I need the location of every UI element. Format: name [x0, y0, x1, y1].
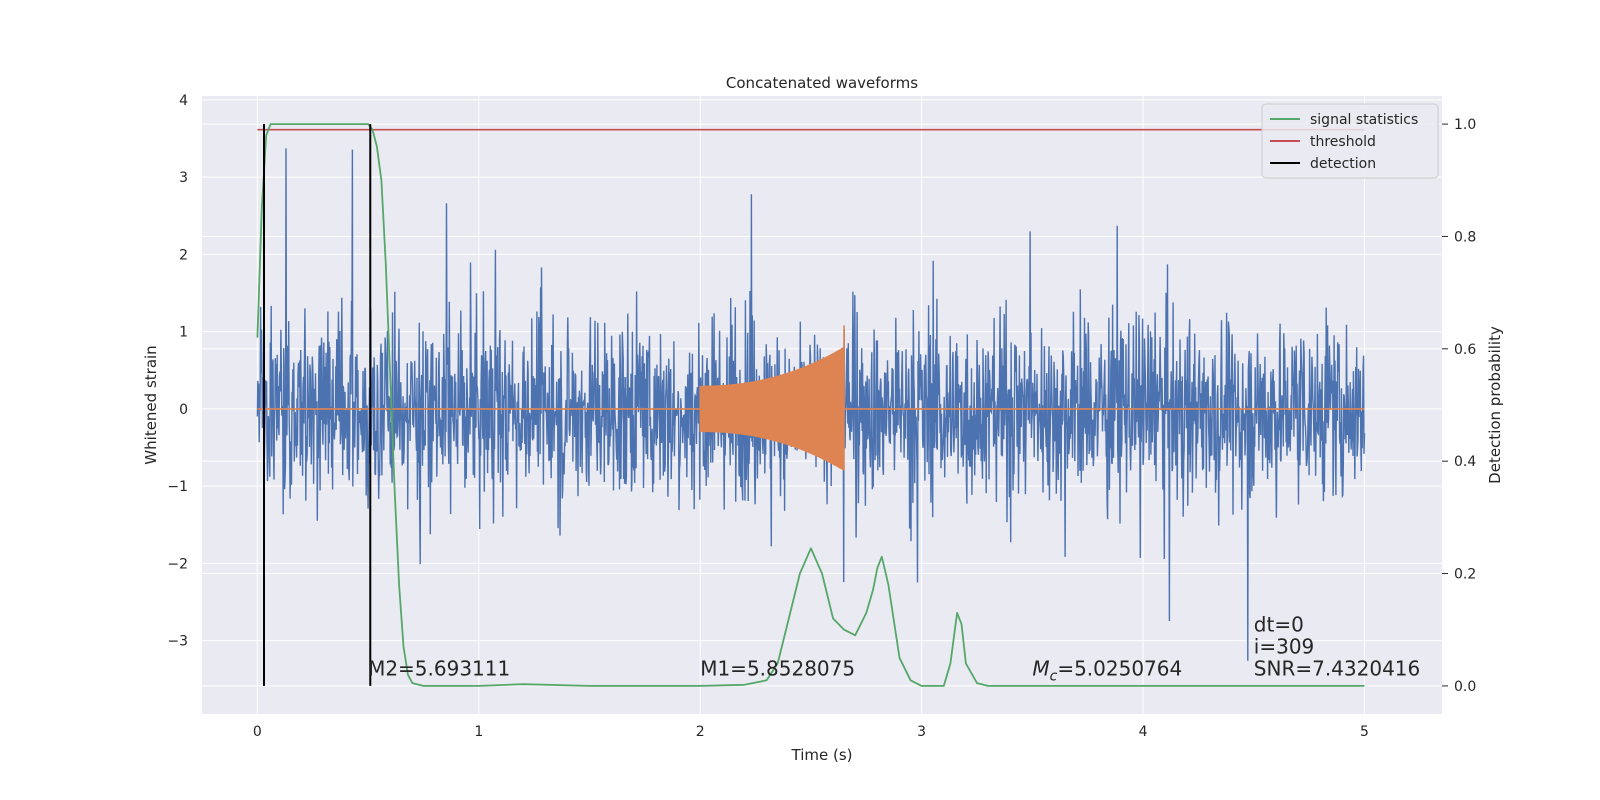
- x-tick-label: 1: [474, 724, 483, 740]
- right-y-tick-label: 0.0: [1454, 679, 1476, 695]
- y-tick-label: −3: [167, 634, 188, 650]
- annotation-subscript: c: [1050, 668, 1058, 684]
- x-axis-ticks: 0 1 2 3 4 5: [253, 724, 1369, 740]
- plot-content: [256, 123, 1366, 687]
- y-tick-label: 0: [179, 402, 188, 418]
- y-tick-label: −1: [167, 479, 188, 495]
- annotation-label: dt=0: [1254, 612, 1304, 636]
- right-y-tick-label: 0.2: [1454, 567, 1476, 583]
- legend-box: [1261, 103, 1439, 179]
- x-tick-label: 4: [1139, 724, 1148, 740]
- y-tick-label: 2: [179, 247, 188, 263]
- x-tick-label: 2: [696, 724, 705, 740]
- template-series: [257, 325, 1365, 471]
- annotation-label: SNR=7.4320416: [1254, 656, 1420, 680]
- y-tick-label: −2: [167, 556, 188, 572]
- right-y-axis-ticks: 0.0 0.2 0.4 0.6 0.8 1.0: [1442, 117, 1476, 695]
- detection-series: [263, 124, 372, 686]
- right-y-tick-label: 0.6: [1454, 342, 1476, 358]
- signal-statistics-series: [256, 123, 1365, 687]
- x-axis-label: Time (s): [791, 746, 853, 764]
- right-y-tick-label: 0.8: [1454, 229, 1476, 245]
- template-line: [257, 325, 1365, 471]
- y-axis-label: Whitened strain: [142, 345, 160, 464]
- y-axis-ticks: −3 −2 −1 0 1 2 3 4: [167, 93, 188, 650]
- legend-label: detection: [1310, 156, 1376, 172]
- annotation-label: M1=5.8528075: [700, 656, 855, 680]
- annotation-label: M2=5.693111: [368, 656, 510, 680]
- legend: signal statistics threshold detection: [1261, 103, 1439, 179]
- right-y-axis-label: Detection probability: [1486, 326, 1504, 484]
- legend-label: signal statistics: [1310, 112, 1418, 128]
- annotation-label: Mc=5.0250764: [1032, 656, 1182, 684]
- y-tick-label: 4: [179, 93, 188, 109]
- y-tick-label: 3: [179, 170, 188, 186]
- legend-label: threshold: [1310, 134, 1376, 150]
- y-tick-label: 1: [179, 325, 188, 341]
- signal-statistics-line: [256, 123, 1365, 687]
- right-y-tick-label: 0.4: [1454, 454, 1476, 470]
- x-tick-label: 5: [1360, 724, 1369, 740]
- annotations: M2=5.693111 M1=5.8528075 Mc=5.0250764 SNR=7…: [368, 612, 1420, 684]
- annotation-label: i=309: [1254, 635, 1315, 659]
- annotation-main: M: [1032, 656, 1049, 680]
- annotation-value: =5.0250764: [1057, 656, 1182, 680]
- x-tick-label: 0: [253, 724, 262, 740]
- right-y-tick-label: 1.0: [1454, 117, 1476, 133]
- chart-title: Concatenated waveforms: [726, 74, 918, 92]
- x-tick-label: 3: [917, 724, 926, 740]
